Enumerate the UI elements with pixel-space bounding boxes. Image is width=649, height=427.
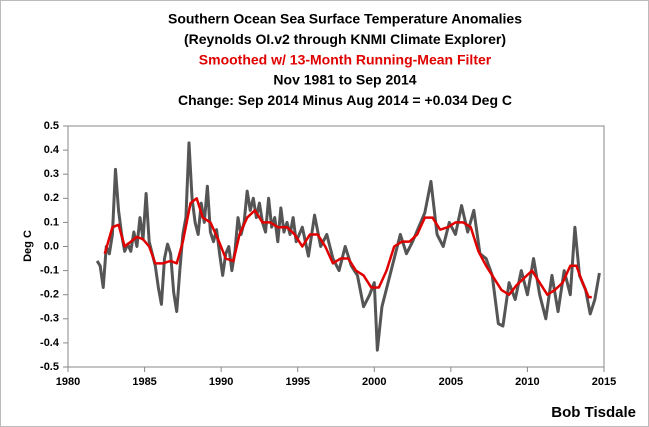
- y-tick-label: 0.4: [44, 144, 60, 156]
- y-tick-label: -0.5: [40, 361, 59, 373]
- y-tick-label: 0.0: [44, 240, 59, 252]
- y-tick-label: 0.2: [44, 192, 59, 204]
- x-tick-label: 2010: [515, 376, 539, 388]
- x-tick-label: 1985: [132, 376, 156, 388]
- y-tick-label: -0.3: [40, 313, 59, 325]
- x-tick-label: 2015: [592, 376, 616, 388]
- data-line: [95, 141, 601, 352]
- y-tick-label: 0.3: [44, 168, 59, 180]
- x-tick-label: 2000: [362, 376, 386, 388]
- y-axis-label: Deg C: [22, 230, 34, 262]
- credit: Bob Tisdale: [551, 404, 636, 421]
- chart-title: Nov 1981 to Sep 2014: [273, 72, 416, 88]
- chart-title: Change: Sep 2014 Minus Aug 2014 = +0.034…: [178, 92, 512, 108]
- y-tick-label: -0.4: [40, 337, 60, 349]
- x-tick-label: 1990: [209, 376, 233, 388]
- y-tick-label: -0.2: [40, 289, 59, 301]
- chart-title: Southern Ocean Sea Surface Temperature A…: [168, 11, 522, 27]
- chart-title: Smoothed w/ 13-Month Running-Mean Filter: [199, 51, 492, 67]
- data-line: [103, 197, 592, 299]
- chart-title: (Reynolds OI.v2 through KNMI Climate Exp…: [184, 31, 506, 47]
- x-tick-label: 1995: [285, 376, 309, 388]
- x-tick-label: 1980: [56, 376, 80, 388]
- y-tick-label: -0.1: [40, 265, 59, 277]
- y-tick-label: 0.5: [44, 120, 59, 132]
- y-tick-label: 0.1: [44, 216, 59, 228]
- x-tick-label: 2005: [439, 376, 463, 388]
